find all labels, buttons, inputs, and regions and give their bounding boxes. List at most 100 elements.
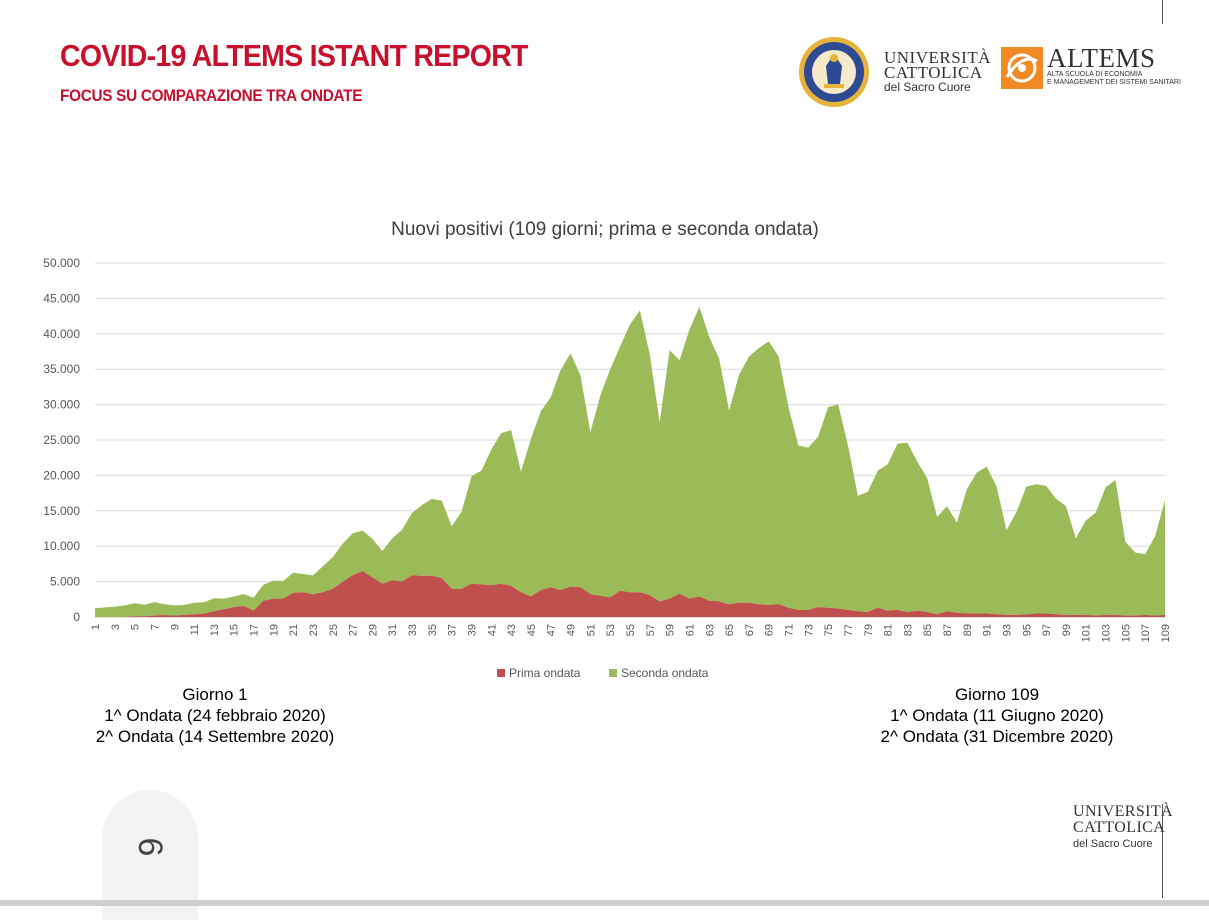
ucsc-line1: UNIVERSITÀ [884, 48, 991, 67]
altems-tag-line1: ALTA SCUOLA DI ECONOMIA [1047, 71, 1143, 78]
footnote-left-line3: 2^ Ondata (14 Settembre 2020) [95, 727, 335, 746]
x-tick-label: 109 [1160, 624, 1172, 642]
x-tick-label: 81 [883, 624, 895, 636]
x-tick-label: 83 [902, 624, 914, 636]
footer-logo-line1: UNIVERSITÀ [1073, 803, 1173, 820]
x-tick-label: 3 [110, 624, 122, 630]
x-tick-label: 57 [645, 624, 657, 636]
x-tick-label: 89 [962, 624, 974, 636]
y-tick-label: 5.000 [50, 575, 80, 589]
x-tick-label: 71 [784, 624, 796, 636]
prima-ondata-area [95, 571, 1165, 617]
x-tick-label: 23 [308, 624, 320, 636]
x-tick-label: 29 [367, 624, 379, 636]
page-number-tab [102, 790, 198, 920]
top-right-rule [1162, 0, 1163, 24]
x-tick-label: 99 [1061, 624, 1073, 636]
x-tick-label: 91 [982, 624, 994, 636]
seconda-ondata-area [95, 306, 1165, 617]
x-tick-label: 45 [526, 624, 538, 636]
y-axis-labels: 0 5.000 10.000 15.000 20.000 25.000 30.000 35.0… [43, 256, 80, 624]
x-tick-label: 105 [1120, 624, 1132, 642]
y-tick-label: 30.000 [43, 398, 80, 412]
x-tick-label: 101 [1081, 624, 1093, 642]
new-positives-area-chart: Nuovi positivi (109 giorni; prima e seco… [43, 219, 1172, 680]
y-tick-label: 35.000 [43, 362, 80, 376]
x-axis-labels: 1 3 5 7 9 11 13 15 17 19 21 23 25 27 29 31 33 35 37 39 41 43 4… [90, 624, 1172, 642]
x-tick-label: 47 [546, 624, 558, 636]
x-tick-label: 9 [169, 624, 181, 630]
footnote-day-1: Giorno 1 1^ Ondata (24 febbraio 2020) 2^… [80, 684, 350, 747]
y-tick-label: 15.000 [43, 504, 80, 518]
legend-label: Prima ondata [509, 666, 581, 680]
x-tick-label: 59 [665, 624, 677, 636]
report-title: COVID-19 ALTEMS ISTANT REPORT [60, 38, 528, 73]
y-tick-label: 20.000 [43, 468, 80, 482]
footnote-right-line3: 2^ Ondata (31 Dicembre 2020) [880, 727, 1114, 746]
footer-logo-line3: del Sacro Cuore [1073, 838, 1153, 850]
chart-legend: Prima ondata Seconda ondata [497, 666, 709, 680]
y-tick-label: 0 [73, 610, 80, 624]
x-tick-label: 73 [803, 624, 815, 636]
altems-wordmark: ALTEMS ALTA SCUOLA DI ECONOMIA E MANAGEM… [1047, 45, 1181, 87]
x-tick-label: 87 [942, 624, 954, 636]
x-tick-label: 93 [1002, 624, 1014, 636]
legend-swatch [497, 669, 505, 677]
x-tick-label: 19 [268, 624, 280, 636]
x-tick-label: 41 [486, 624, 498, 636]
x-tick-label: 67 [744, 624, 756, 636]
x-tick-label: 25 [328, 624, 340, 636]
x-tick-label: 63 [704, 624, 716, 636]
x-tick-label: 17 [249, 624, 261, 636]
altems-tag-line2: E MANAGEMENT DEI SISTEMI SANITARI [1047, 79, 1181, 86]
footnote-right-line2: 1^ Ondata (11 Giugno 2020) [890, 706, 1104, 725]
footnote-right-line1: Giorno 109 [954, 685, 1040, 704]
report-subtitle: FOCUS SU COMPARAZIONE TRA ONDATE [60, 86, 363, 105]
footnote-day-109: Giorno 109 1^ Ondata (11 Giugno 2020) 2^… [862, 684, 1132, 747]
footnote-left-line1: Giorno 1 [182, 685, 248, 704]
x-tick-label: 79 [863, 624, 875, 636]
ucsc-seal-logo [799, 37, 869, 107]
legend-swatch [609, 669, 617, 677]
x-tick-label: 35 [427, 624, 439, 636]
ucsc-wordmark: UNIVERSITÀ CATTOLICA del Sacro Cuore [884, 48, 991, 95]
y-tick-label: 45.000 [43, 291, 80, 305]
footer-logo-line2: CATTOLICA [1073, 819, 1166, 836]
bottom-right-rule [1162, 804, 1163, 898]
x-tick-label: 61 [684, 624, 696, 636]
x-tick-label: 77 [843, 624, 855, 636]
x-tick-label: 11 [189, 624, 201, 635]
x-tick-label: 51 [585, 624, 597, 636]
x-tick-label: 33 [407, 624, 419, 636]
x-tick-label: 55 [625, 624, 637, 636]
x-tick-label: 43 [506, 624, 518, 636]
y-tick-label: 50.000 [43, 256, 80, 270]
y-tick-label: 25.000 [43, 433, 80, 447]
x-tick-label: 75 [823, 624, 835, 636]
ucsc-line3: del Sacro Cuore [884, 80, 971, 94]
x-tick-label: 65 [724, 624, 736, 636]
x-tick-label: 69 [764, 624, 776, 636]
area-series [95, 306, 1165, 617]
ucsc-line2: CATTOLICA [884, 63, 983, 82]
altems-name: ALTEMS [1047, 43, 1156, 73]
x-tick-label: 85 [922, 624, 934, 636]
x-tick-label: 95 [1021, 624, 1033, 636]
y-tick-label: 40.000 [43, 327, 80, 341]
altems-icon [1001, 47, 1043, 89]
chart-title: Nuovi positivi (109 giorni; prima e seco… [391, 219, 819, 240]
bottom-edge-bar [0, 900, 1209, 906]
x-tick-label: 15 [229, 624, 241, 636]
x-tick-label: 1 [90, 624, 102, 630]
x-tick-label: 107 [1140, 624, 1152, 642]
x-tick-label: 53 [605, 624, 617, 636]
x-tick-label: 7 [149, 624, 161, 630]
x-tick-label: 97 [1041, 624, 1053, 636]
y-tick-label: 10.000 [43, 539, 80, 553]
x-tick-label: 13 [209, 624, 221, 636]
legend-label: Seconda ondata [621, 666, 709, 680]
x-tick-label: 103 [1101, 624, 1113, 642]
x-tick-label: 49 [566, 624, 578, 636]
footnote-left-line2: 1^ Ondata (24 febbraio 2020) [104, 706, 326, 725]
x-tick-label: 27 [348, 624, 360, 636]
